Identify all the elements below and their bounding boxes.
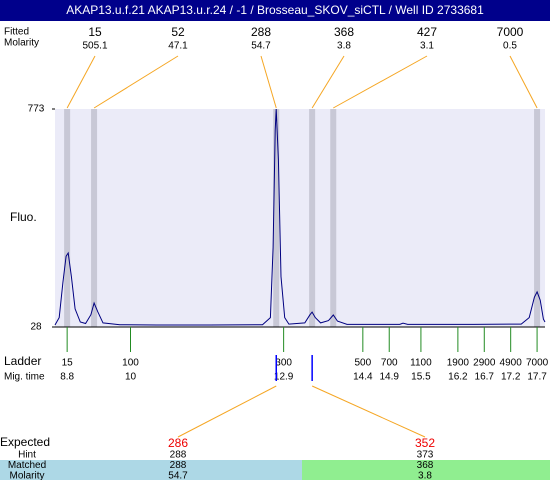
expected-connector xyxy=(311,385,426,438)
peak-size: 368 xyxy=(334,25,354,39)
ladder-size: 300 xyxy=(275,358,292,369)
peak-band xyxy=(534,109,541,327)
row-value: 288 xyxy=(170,460,187,471)
row-value: 54.7 xyxy=(168,471,188,480)
row-value: 288 xyxy=(170,450,187,461)
peak-band xyxy=(91,109,98,327)
mig-time: 16.2 xyxy=(448,372,468,383)
peak-size: 7000 xyxy=(497,25,524,39)
ladder-size: 2900 xyxy=(473,358,496,369)
y-tick-label: 773 xyxy=(28,104,45,115)
peak-size: 52 xyxy=(171,25,185,39)
mig-time: 10 xyxy=(125,372,137,383)
ladder-size: 7000 xyxy=(526,358,549,369)
peak-connector xyxy=(333,55,428,109)
chart-title: AKAP13.u.f.21 AKAP13.u.r.24 / -1 / Bross… xyxy=(66,3,484,17)
mig-time: 12.9 xyxy=(274,372,294,383)
ladder-size: 500 xyxy=(354,358,371,369)
peak-molarity: 3.1 xyxy=(420,41,434,52)
title-bar xyxy=(0,0,550,21)
ladder-label: Ladder xyxy=(4,354,41,368)
peak-header: Fitted xyxy=(4,27,29,38)
peak-molarity: 0.5 xyxy=(503,41,517,52)
peak-band xyxy=(330,109,337,327)
trace xyxy=(54,108,546,326)
y-axis-label: Fluo. xyxy=(10,210,37,224)
mig-time: 14.9 xyxy=(380,372,400,383)
peak-connector xyxy=(260,55,277,109)
plot-area xyxy=(55,109,545,327)
mig-time: 8.8 xyxy=(60,372,74,383)
peak-connector xyxy=(509,55,538,109)
ladder-size: 4900 xyxy=(500,358,523,369)
expected-value: 352 xyxy=(415,436,435,450)
mig-time: 15.5 xyxy=(411,372,431,383)
expected-label: Expected xyxy=(0,435,50,449)
peak-connector xyxy=(311,55,345,109)
matched-band xyxy=(0,460,302,480)
expected-connector xyxy=(177,385,277,438)
row-value: 373 xyxy=(417,450,434,461)
peak-molarity: 3.8 xyxy=(337,41,351,52)
row-label: Hint xyxy=(18,450,36,461)
peak-band xyxy=(273,109,280,327)
peak-molarity: 505.1 xyxy=(82,41,107,52)
peak-band xyxy=(64,109,71,327)
peak-molarity: 47.1 xyxy=(168,41,188,52)
peak-header: Molarity xyxy=(4,38,39,49)
row-value: 368 xyxy=(417,460,434,471)
peak-size: 15 xyxy=(88,25,102,39)
peak-band xyxy=(309,109,316,327)
peak-size: 288 xyxy=(251,25,271,39)
ladder-size: 700 xyxy=(381,358,398,369)
peak-connector xyxy=(66,55,96,109)
mig-time: 16.7 xyxy=(475,372,495,383)
mig-time: 14.4 xyxy=(353,372,373,383)
row-value: 3.8 xyxy=(418,471,432,480)
peak-connector xyxy=(93,55,179,109)
ladder-size: 100 xyxy=(122,358,139,369)
matched-band xyxy=(302,460,550,480)
y-tick-label: 28 xyxy=(30,322,42,333)
row-label: Matched xyxy=(8,460,46,471)
mig-time: 17.7 xyxy=(527,372,547,383)
mig-time: 17.2 xyxy=(501,372,521,383)
ladder-size: 1900 xyxy=(447,358,470,369)
peak-size: 427 xyxy=(417,25,437,39)
ladder-size: 1100 xyxy=(410,358,432,369)
expected-value: 286 xyxy=(168,436,188,450)
peak-molarity: 54.7 xyxy=(251,41,271,52)
row-label: Molarity xyxy=(9,471,44,480)
mig-time-label: Mig. time xyxy=(4,372,45,383)
ladder-size: 15 xyxy=(62,358,74,369)
